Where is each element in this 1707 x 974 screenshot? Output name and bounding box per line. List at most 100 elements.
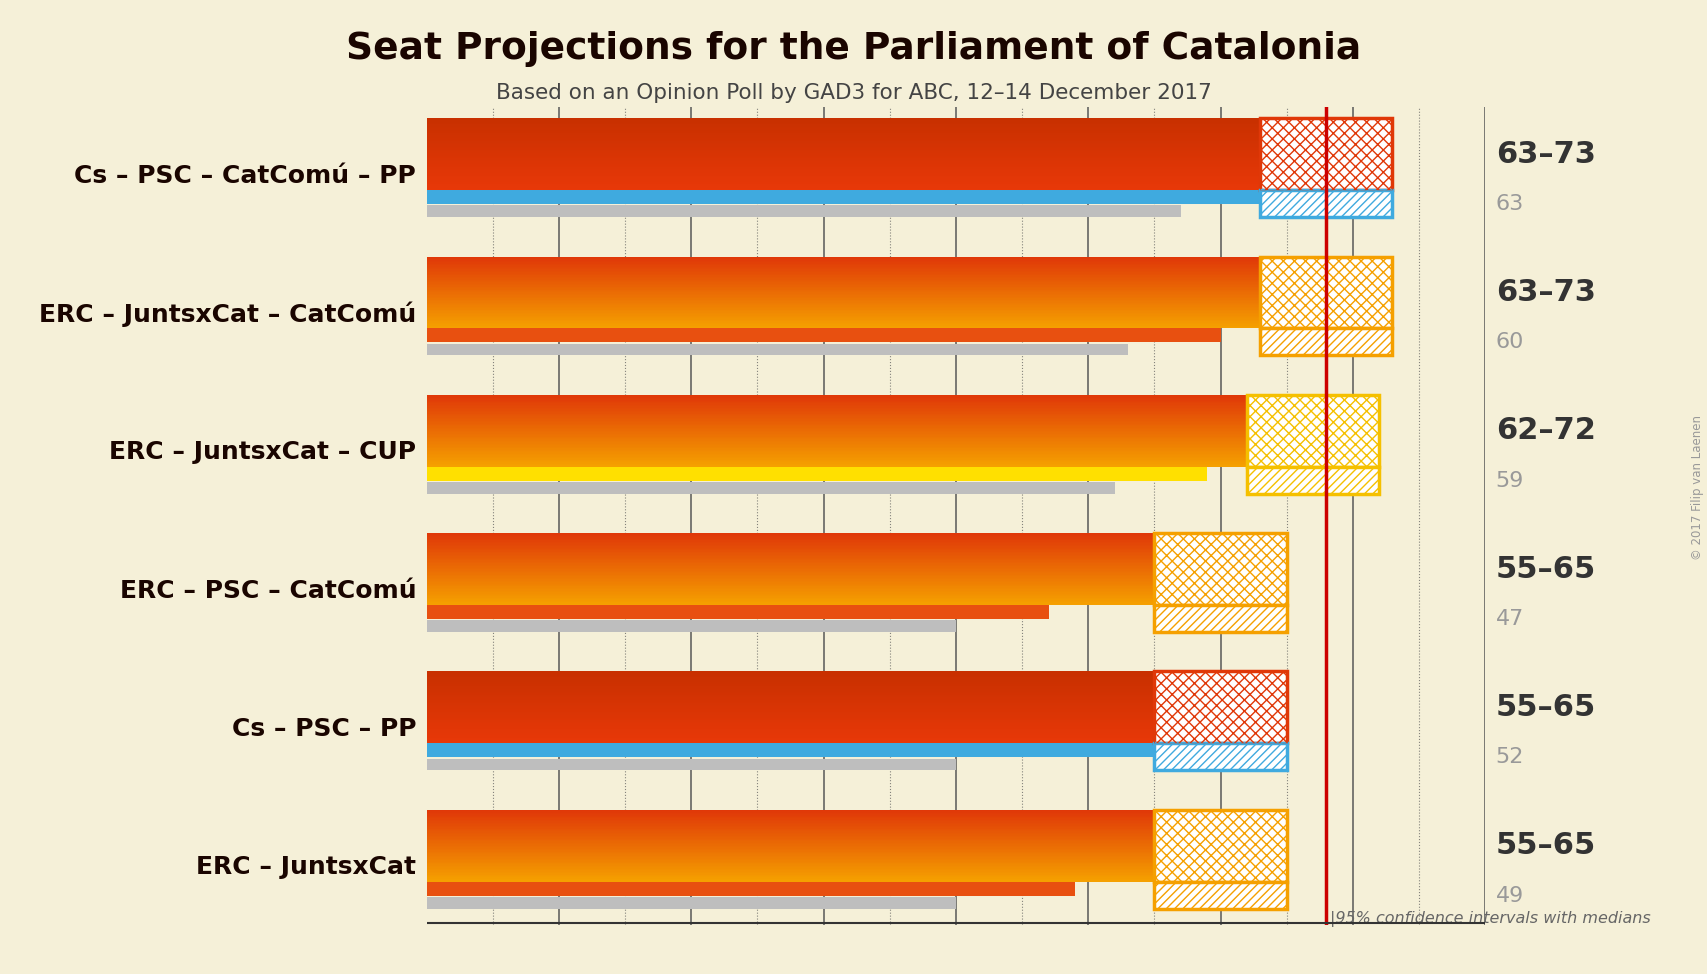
Text: 60: 60 [1495,332,1524,353]
Bar [427,442,1379,444]
Bar [427,815,1287,817]
Bar [427,844,1287,845]
Text: 49: 49 [1495,885,1524,906]
Bar [427,854,1287,856]
Bar [427,156,1393,157]
Bar [427,739,1287,740]
Bar [427,865,1287,866]
Bar [427,833,1287,835]
Bar [427,189,1393,190]
Bar [427,697,1287,698]
Bar [427,256,1393,258]
Bar [427,396,1379,397]
Bar [427,464,1379,466]
Bar [427,297,1393,298]
Bar [427,881,1075,895]
Bar [427,325,1393,327]
Bar [427,569,1287,571]
Bar [427,826,1287,827]
Bar [427,274,1393,276]
Bar [427,536,1287,538]
Bar [427,460,1379,461]
Bar [427,590,1287,592]
Bar [427,577,1287,578]
Bar [427,710,1287,712]
Bar [427,126,1393,127]
Bar [427,300,1393,301]
Bar [427,709,1287,710]
Bar [427,436,1379,438]
Bar [427,447,1379,448]
Bar [1246,394,1379,467]
Text: |95% confidence intervals with medians: |95% confidence intervals with medians [1330,912,1651,927]
Bar [427,285,1393,286]
Bar [427,853,1287,854]
Bar [427,258,1393,259]
Text: Cs – PSC – PP: Cs – PSC – PP [232,717,417,741]
Bar [427,140,1393,141]
Bar [427,405,1379,406]
Bar [427,588,1287,589]
Bar [427,602,1287,604]
Bar [427,409,1379,411]
Bar [427,403,1379,405]
Bar [427,400,1379,402]
Bar [427,688,1287,689]
Bar [427,542,1287,543]
Bar [427,131,1393,132]
Bar [427,147,1393,148]
Bar [427,168,1393,169]
Bar [1154,533,1287,605]
Bar [427,860,1287,862]
Text: 62–72: 62–72 [1495,416,1596,445]
Bar [427,879,1287,880]
Bar [427,734,1287,736]
Bar [427,842,1287,843]
Bar [427,605,1048,618]
Bar [427,432,1379,433]
Bar [427,823,1287,824]
Bar [427,847,1287,848]
Bar [427,283,1393,285]
Bar [427,175,1393,177]
Bar [427,178,1393,180]
Bar [427,809,1287,811]
Bar [427,604,1287,605]
Bar [427,700,1287,701]
Bar [427,414,1379,415]
Bar [427,183,1393,184]
Bar [427,321,1393,322]
Text: ERC – JuntsxCat – CatComú: ERC – JuntsxCat – CatComú [39,301,417,326]
Bar [427,187,1393,189]
Text: 63: 63 [1495,194,1524,214]
Bar [427,581,1287,582]
Bar [427,696,1287,697]
Bar [427,870,1287,872]
Bar [427,691,1287,692]
Bar [427,415,1379,417]
Text: © 2017 Filip van Laenen: © 2017 Filip van Laenen [1690,415,1704,559]
Bar [1154,533,1287,605]
Bar [427,295,1393,297]
Bar [427,154,1393,156]
Bar [427,451,1379,452]
Bar [427,592,1287,593]
Bar [427,671,1287,673]
Bar [427,184,1393,186]
Bar [427,419,1379,421]
Bar [427,730,1287,731]
Bar [427,856,1287,857]
Bar [427,458,1379,460]
Text: 63–73: 63–73 [1495,139,1596,169]
Bar [427,261,1393,262]
Bar [427,837,1287,839]
Bar [427,286,1393,288]
Bar [427,728,1287,729]
Bar [427,402,1379,403]
Bar [427,539,1287,541]
Bar [427,562,1287,563]
Bar [427,848,1287,850]
Bar [427,322,1393,324]
Bar [427,873,1287,875]
Bar [427,463,1379,464]
